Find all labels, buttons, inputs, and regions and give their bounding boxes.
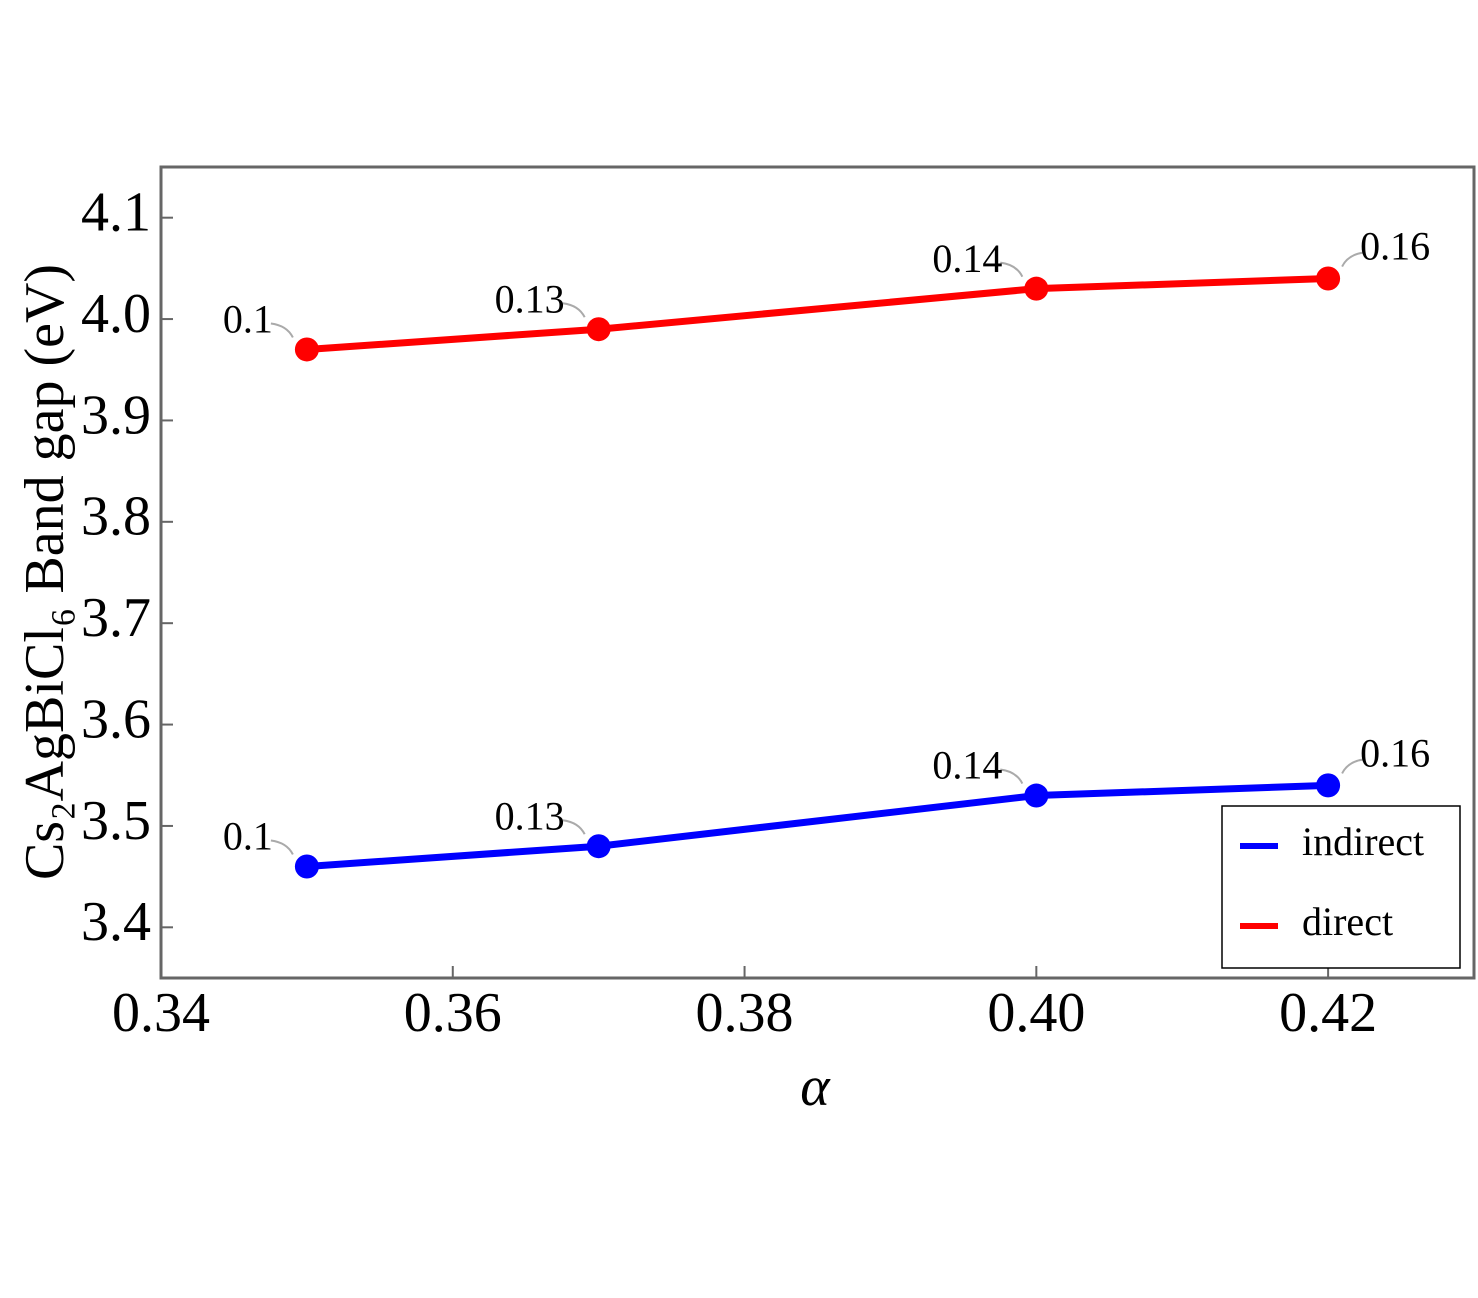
data-point bbox=[1316, 773, 1341, 798]
x-tick-label: 0.40 bbox=[987, 982, 1085, 1044]
data-point bbox=[586, 317, 611, 342]
legend-label: direct bbox=[1302, 899, 1393, 944]
data-point bbox=[1316, 266, 1341, 291]
data-point bbox=[1024, 276, 1049, 301]
point-label: 0.16 bbox=[1360, 224, 1430, 269]
y-tick-label: 3.6 bbox=[81, 688, 151, 750]
point-label: 0.14 bbox=[932, 236, 1002, 281]
x-tick-label: 0.36 bbox=[404, 982, 502, 1044]
series-line bbox=[306, 275, 1329, 353]
y-tick-label: 3.8 bbox=[81, 486, 151, 548]
y-tick-label: 3.7 bbox=[81, 587, 151, 649]
label-leader bbox=[270, 322, 294, 338]
label-leader bbox=[562, 819, 586, 835]
x-tick-label: 0.38 bbox=[696, 982, 794, 1044]
point-label: 0.16 bbox=[1360, 731, 1430, 776]
x-tick-label: 0.42 bbox=[1279, 982, 1377, 1044]
y-tick-label: 3.5 bbox=[81, 790, 151, 852]
legend-label: indirect bbox=[1302, 819, 1424, 864]
legend-box bbox=[1221, 805, 1461, 969]
series-line bbox=[306, 781, 1329, 870]
label-leader bbox=[1341, 251, 1365, 267]
point-label: 0.13 bbox=[495, 276, 565, 321]
data-point bbox=[1024, 783, 1049, 808]
point-label: 0.14 bbox=[932, 743, 1002, 788]
label-leader bbox=[1000, 768, 1024, 785]
y-tick-label: 3.9 bbox=[81, 384, 151, 446]
point-label: 0.13 bbox=[495, 793, 565, 838]
label-leader bbox=[562, 302, 586, 318]
plot-frame bbox=[159, 165, 1476, 980]
y-axis-label: Cs₂AgBiCl₆ Band gap (eV) bbox=[14, 264, 76, 880]
label-leader bbox=[270, 839, 294, 855]
label-leader bbox=[1341, 758, 1365, 774]
y-tick-label: 4.0 bbox=[81, 283, 151, 345]
y-tick-label: 4.1 bbox=[81, 182, 151, 244]
point-label: 0.1 bbox=[223, 297, 273, 342]
data-point bbox=[294, 854, 319, 879]
x-axis-label: α bbox=[800, 1056, 831, 1118]
point-label: 0.1 bbox=[223, 814, 273, 859]
label-leader bbox=[1000, 261, 1024, 278]
y-tick-label: 3.4 bbox=[81, 891, 151, 953]
data-point bbox=[586, 834, 611, 859]
data-point bbox=[294, 337, 319, 362]
x-tick-label: 0.34 bbox=[112, 982, 210, 1044]
